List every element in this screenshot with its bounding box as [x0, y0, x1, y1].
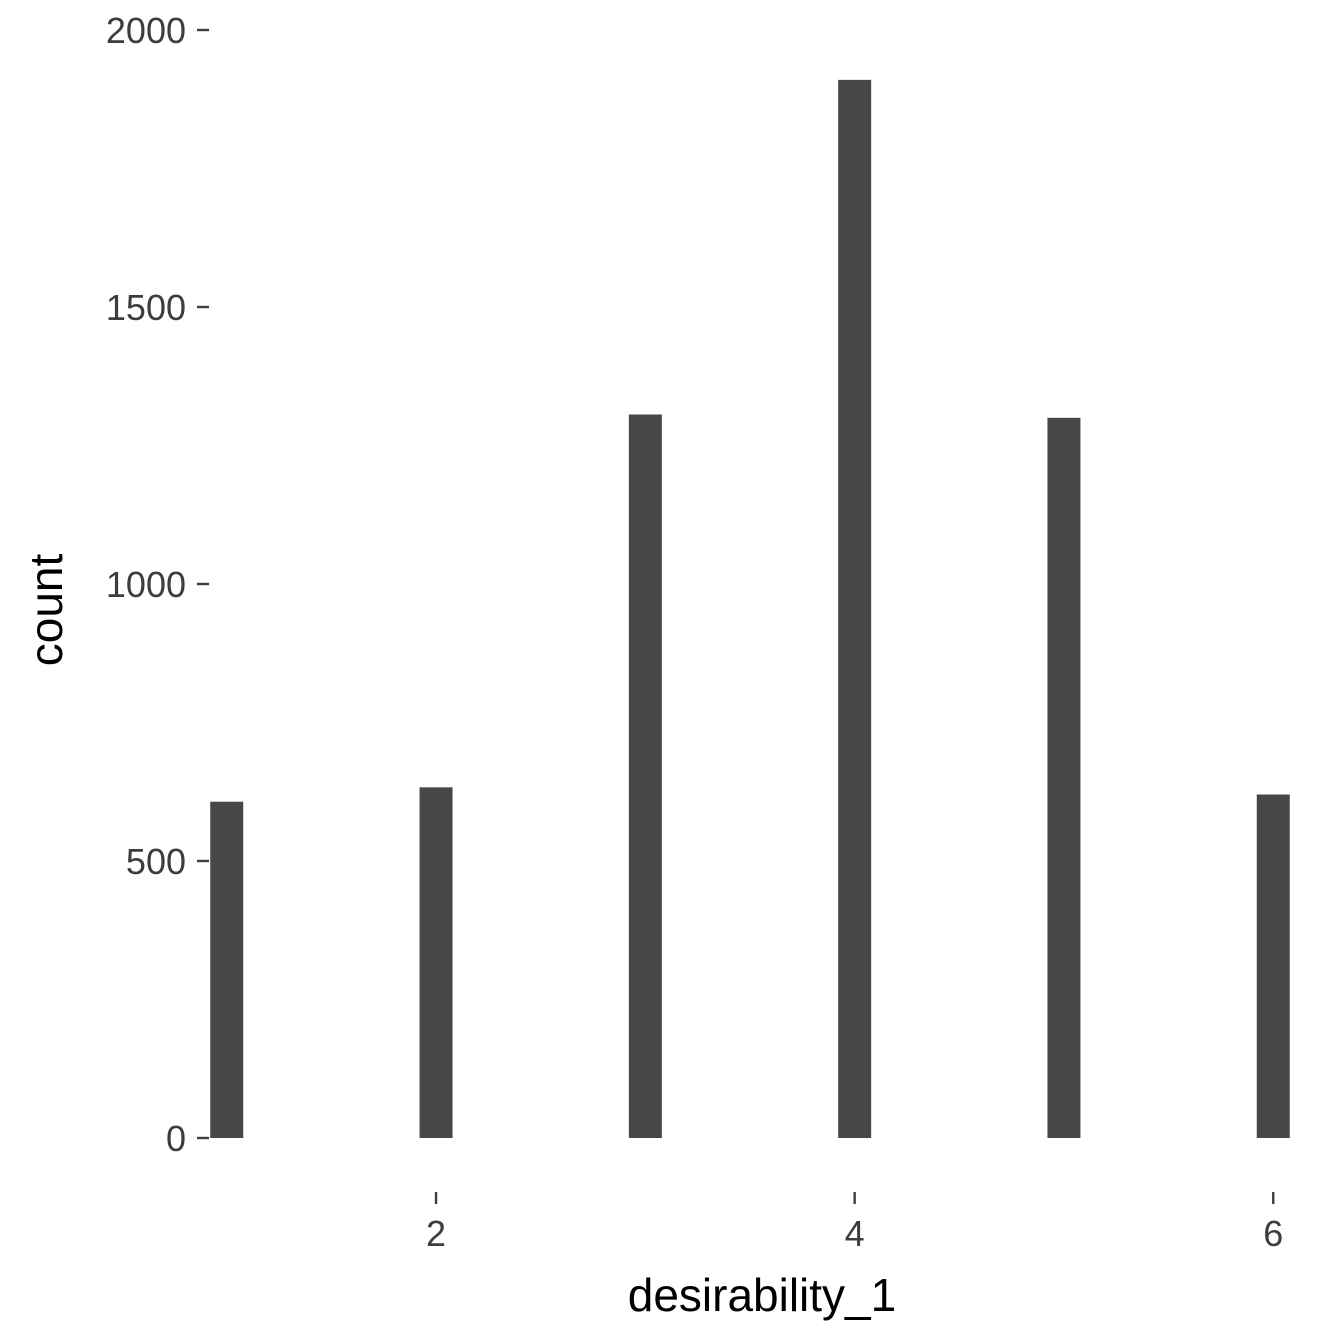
bar-x-3: [628, 414, 662, 1139]
bar-x-1: [210, 801, 244, 1138]
bar-x-2: [419, 787, 453, 1138]
x-axis-title: desirability_1: [628, 1269, 896, 1321]
y-tick-label: 2000: [106, 10, 186, 51]
x-tick-label: 6: [1263, 1213, 1283, 1254]
y-tick-label: 500: [126, 841, 186, 882]
y-tick-label: 0: [166, 1118, 186, 1159]
y-axis: 0 500 1000 1500 2000: [106, 10, 209, 1159]
bar-x-5: [1047, 417, 1081, 1138]
bar-x-4: [838, 79, 872, 1139]
x-tick-label: 4: [845, 1213, 865, 1254]
x-tick-label: 2: [426, 1213, 446, 1254]
x-axis: 2 4 6: [426, 1192, 1283, 1254]
bar-x-6: [1256, 794, 1290, 1138]
y-axis-title: count: [20, 554, 72, 667]
y-tick-label: 1000: [106, 564, 186, 605]
bars-layer: [210, 79, 1290, 1139]
y-tick-label: 1500: [106, 287, 186, 328]
